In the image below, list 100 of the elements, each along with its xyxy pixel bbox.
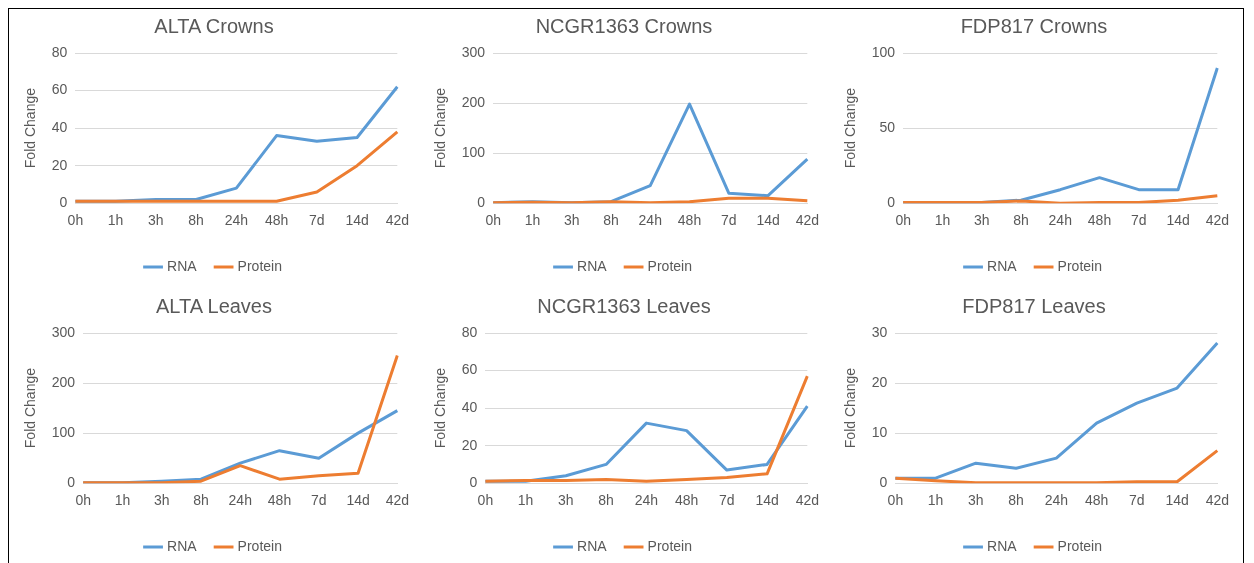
y-tick-label: 0: [477, 194, 486, 211]
y-tick-label: 0: [67, 474, 76, 491]
legend-label: RNA: [167, 257, 198, 274]
y-tick-label: 40: [51, 118, 68, 135]
x-tick-label: 48h: [1087, 212, 1112, 229]
x-tick-label: 7d: [1129, 492, 1145, 509]
y-tick-label: 40: [461, 398, 478, 415]
x-tick-label: 24h: [228, 492, 252, 509]
x-tick-label: 48h: [674, 492, 699, 509]
legend-label: Protein: [1057, 257, 1102, 274]
x-tick-label: 42d: [385, 492, 409, 509]
y-tick-label: 100: [461, 143, 486, 160]
legend-label: RNA: [577, 537, 608, 554]
x-tick-label: 0h: [75, 492, 91, 509]
x-tick-label: 1h: [114, 492, 131, 509]
chart-title: ALTA Leaves: [156, 294, 272, 317]
x-tick-label: 3h: [558, 492, 574, 509]
legend-label: Protein: [647, 257, 692, 274]
x-tick-label: 7d: [719, 492, 735, 509]
x-tick-label: 48h: [677, 212, 702, 229]
x-tick-label: 14d: [1165, 492, 1189, 509]
y-tick-label: 300: [461, 43, 486, 60]
chart-title: FDP817 Leaves: [962, 294, 1106, 317]
y-tick-label: 100: [51, 423, 76, 440]
y-tick-label: 0: [887, 194, 896, 211]
y-tick-label: 60: [51, 81, 68, 98]
legend-label: RNA: [987, 257, 1018, 274]
y-tick-label: 0: [59, 194, 68, 211]
y-axis-title: Fold Change: [842, 87, 859, 169]
x-tick-label: 0h: [477, 492, 494, 509]
y-tick-label: 200: [461, 93, 486, 110]
x-tick-label: 8h: [188, 212, 204, 229]
x-tick-label: 7d: [720, 212, 737, 229]
legend-label: Protein: [237, 257, 282, 274]
x-tick-label: 1h: [517, 492, 534, 509]
legend-label: Protein: [237, 537, 282, 554]
y-axis-title: Fold Change: [22, 87, 39, 169]
x-tick-label: 0h: [67, 212, 84, 229]
x-tick-label: 42d: [1205, 492, 1229, 509]
x-tick-label: 24h: [634, 492, 659, 509]
x-tick-label: 7d: [1130, 212, 1147, 229]
chart-title: ALTA Crowns: [154, 14, 274, 37]
y-tick-label: 80: [51, 43, 68, 60]
x-tick-label: 14d: [346, 492, 370, 509]
y-tick-label: 10: [871, 423, 888, 440]
x-tick-label: 3h: [148, 212, 164, 229]
x-tick-label: 1h: [107, 212, 124, 229]
x-tick-label: 3h: [973, 212, 990, 229]
x-tick-label: 8h: [603, 212, 619, 229]
x-tick-label: 7d: [310, 492, 327, 509]
x-tick-label: 3h: [968, 492, 984, 509]
x-tick-label: 14d: [1166, 212, 1190, 229]
y-tick-label: 30: [871, 323, 888, 340]
x-tick-label: 14d: [756, 212, 780, 229]
x-tick-label: 7d: [309, 212, 325, 229]
chart-title: NCGR1363 Crowns: [535, 14, 713, 37]
y-tick-label: 200: [51, 373, 76, 390]
legend-label: RNA: [577, 257, 608, 274]
x-tick-label: 1h: [934, 212, 951, 229]
x-tick-label: 14d: [755, 492, 779, 509]
y-axis-title: Fold Change: [432, 87, 449, 169]
y-tick-label: 20: [871, 373, 888, 390]
x-tick-label: 42d: [385, 212, 409, 229]
x-tick-label: 24h: [1048, 212, 1072, 229]
x-tick-label: 0h: [485, 212, 501, 229]
x-tick-label: 0h: [895, 212, 911, 229]
legend-label: RNA: [167, 537, 198, 554]
x-tick-label: 24h: [1044, 492, 1069, 509]
x-tick-label: 8h: [1008, 492, 1024, 509]
x-tick-label: 1h: [524, 212, 541, 229]
x-tick-label: 0h: [887, 492, 904, 509]
y-tick-label: 300: [51, 323, 76, 340]
y-axis-title: Fold Change: [432, 367, 449, 449]
y-tick-label: 60: [461, 361, 478, 378]
y-tick-label: 80: [461, 323, 478, 340]
y-tick-label: 0: [879, 474, 888, 491]
y-tick-label: 100: [871, 43, 896, 60]
x-tick-label: 48h: [1084, 492, 1109, 509]
x-tick-label: 3h: [563, 212, 580, 229]
y-axis-title: Fold Change: [22, 367, 39, 449]
legend-label: RNA: [987, 537, 1018, 554]
y-axis-title: Fold Change: [842, 367, 859, 449]
x-tick-label: 48h: [267, 492, 292, 509]
y-tick-label: 20: [51, 156, 68, 173]
legend-label: Protein: [647, 537, 692, 554]
x-tick-label: 14d: [345, 212, 369, 229]
x-tick-label: 42d: [795, 212, 819, 229]
x-tick-label: 8h: [1013, 212, 1029, 229]
x-tick-label: 8h: [193, 492, 209, 509]
chart-title: NCGR1363 Leaves: [537, 294, 711, 317]
x-tick-label: 3h: [153, 492, 170, 509]
y-tick-label: 50: [879, 118, 896, 135]
y-tick-label: 20: [461, 436, 478, 453]
x-tick-label: 48h: [264, 212, 289, 229]
x-tick-label: 1h: [927, 492, 944, 509]
x-tick-label: 24h: [638, 212, 662, 229]
x-tick-label: 42d: [795, 492, 819, 509]
y-tick-label: 0: [469, 474, 478, 491]
x-tick-label: 24h: [224, 212, 249, 229]
chart-title: FDP817 Crowns: [960, 14, 1108, 37]
